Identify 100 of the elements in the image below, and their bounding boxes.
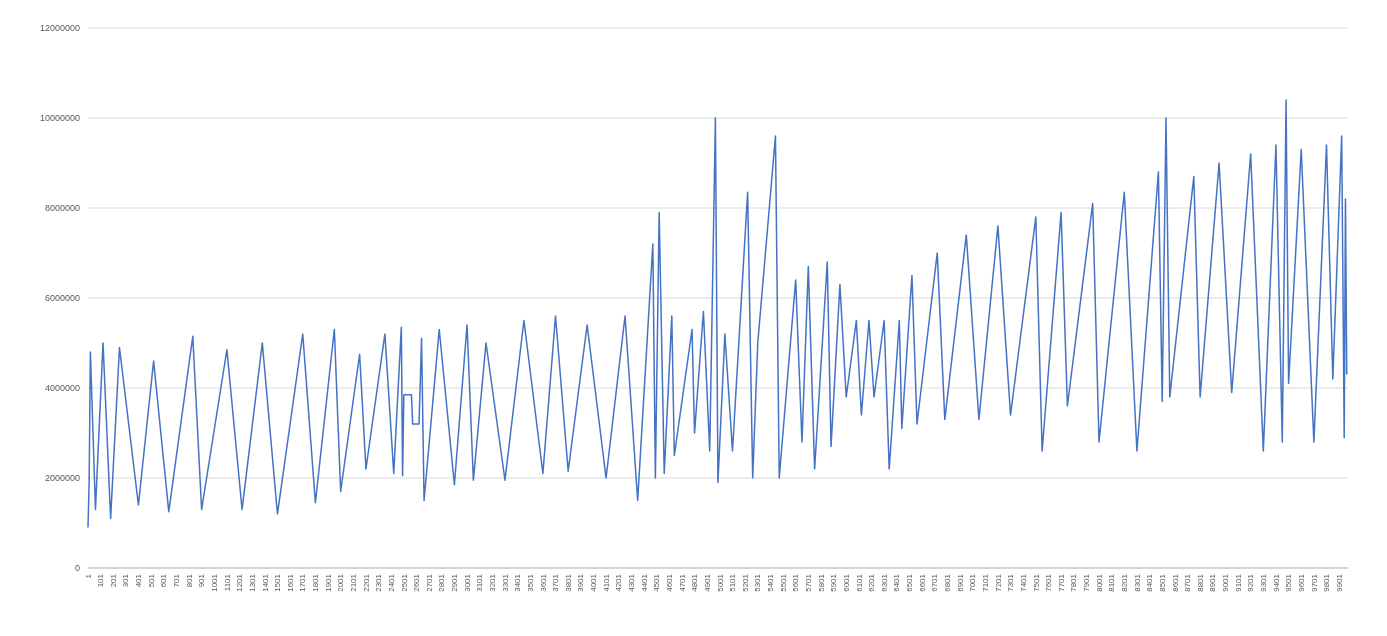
x-tick-label: 2801 — [437, 573, 447, 592]
x-tick-label: 2501 — [399, 573, 409, 592]
x-tick-label: 3501 — [525, 573, 535, 592]
x-tick-label: 6501 — [905, 573, 915, 592]
x-tick-label: 8501 — [1157, 573, 1167, 592]
x-tick-label: 8901 — [1208, 573, 1218, 592]
y-tick-label: 2000000 — [44, 472, 80, 483]
y-tick-label: 0 — [74, 562, 80, 573]
x-tick-label: 9801 — [1322, 573, 1332, 592]
x-tick-label: 601 — [159, 573, 169, 588]
x-tick-label: 7001 — [968, 573, 978, 592]
x-tick-label: 1401 — [260, 573, 270, 592]
x-tick-label: 5001 — [715, 573, 725, 592]
x-tick-label: 9601 — [1296, 573, 1306, 592]
x-tick-label: 701 — [172, 573, 182, 588]
x-tick-label: 8601 — [1170, 573, 1180, 592]
x-tick-label: 3301 — [500, 573, 510, 592]
y-tick-label: 6000000 — [44, 292, 80, 303]
y-tick-label: 4000000 — [44, 382, 80, 393]
x-tick-label: 5701 — [803, 573, 813, 592]
x-tick-label: 5801 — [816, 573, 826, 592]
x-tick-label: 4201 — [614, 573, 624, 592]
x-tick-label: 9101 — [1233, 573, 1243, 592]
x-tick-label: 901 — [197, 573, 207, 588]
x-tick-label: 9301 — [1259, 573, 1268, 592]
x-tick-label: 7301 — [1006, 573, 1016, 592]
x-tick-label: 1801 — [311, 573, 321, 592]
x-tick-label: 7601 — [1044, 573, 1054, 592]
x-tick-label: 1901 — [323, 573, 333, 592]
line-series — [87, 99, 1348, 529]
x-tick-label: 201 — [108, 573, 118, 588]
x-tick-label: 4901 — [702, 573, 712, 592]
x-tick-label: 1601 — [285, 573, 295, 592]
x-tick-label: 4701 — [677, 573, 687, 592]
x-tick-label: 6801 — [943, 573, 953, 592]
x-tick-label: 6901 — [955, 573, 965, 592]
x-tick-label: 8101 — [1107, 573, 1117, 592]
x-tick-label: 5601 — [791, 573, 801, 592]
x-tick-label: 3801 — [563, 573, 573, 592]
x-tick-label: 2101 — [348, 573, 358, 592]
x-tick-label: 401 — [134, 573, 144, 588]
x-tick-label: 801 — [184, 573, 194, 588]
x-tick-label: 4801 — [690, 573, 700, 592]
x-tick-label: 9401 — [1271, 573, 1281, 592]
x-tick-label: 6301 — [879, 573, 889, 592]
x-tick-label: 5401 — [766, 573, 776, 592]
x-tick-label: 2601 — [412, 573, 422, 592]
x-tick-label: 3401 — [513, 573, 523, 592]
x-tick-label: 3601 — [538, 573, 548, 592]
x-tick-label: 9001 — [1221, 573, 1231, 592]
x-tick-label: 2401 — [386, 573, 396, 592]
x-tick-label: 3901 — [576, 573, 586, 592]
x-tick-label: 2701 — [424, 573, 434, 592]
x-tick-label: 5301 — [753, 573, 763, 592]
x-tick-label: 501 — [146, 573, 156, 588]
x-tick-label: 1101 — [222, 573, 232, 592]
x-tick-label: 1 — [83, 573, 93, 579]
x-tick-label: 4001 — [589, 573, 599, 592]
x-tick-label: 8001 — [1094, 573, 1104, 592]
y-tick-label: 10000000 — [39, 112, 80, 123]
x-tick-label: 301 — [121, 573, 131, 588]
x-tick-label: 3101 — [475, 573, 485, 592]
x-tick-label: 7201 — [993, 573, 1003, 592]
x-tick-label: 2201 — [361, 573, 371, 592]
x-tick-label: 9201 — [1246, 573, 1256, 592]
x-tick-label: 1201 — [235, 573, 245, 592]
x-tick-label: 6601 — [917, 573, 927, 592]
x-tick-label: 101 — [96, 573, 106, 588]
y-tick-label: 8000000 — [44, 202, 80, 213]
x-tick-label: 9501 — [1284, 573, 1294, 592]
x-tick-label: 1001 — [209, 573, 219, 592]
x-tick-label: 8301 — [1132, 573, 1142, 592]
x-tick-label: 6201 — [867, 573, 877, 592]
x-tick-label: 5901 — [829, 573, 839, 592]
x-tick-label: 3701 — [551, 573, 561, 592]
x-tick-label: 3201 — [488, 573, 498, 592]
x-tick-label: 4601 — [664, 573, 674, 592]
x-tick-label: 1501 — [273, 573, 283, 592]
x-tick-label: 7501 — [1031, 573, 1041, 592]
x-tick-label: 5501 — [778, 573, 788, 592]
x-tick-label: 7401 — [1018, 573, 1028, 592]
x-tick-label: 2901 — [450, 573, 460, 592]
x-tick-label: 4301 — [627, 573, 637, 592]
x-tick-label: 5101 — [728, 573, 738, 592]
x-tick-label: 7101 — [980, 573, 990, 592]
x-tick-label: 4501 — [652, 573, 662, 592]
x-tick-label: 3001 — [462, 573, 472, 592]
x-tick-label: 6401 — [892, 573, 902, 592]
x-tick-label: 6101 — [854, 573, 864, 592]
x-tick-label: 7901 — [1082, 573, 1092, 592]
x-tick-label: 4101 — [601, 573, 611, 592]
x-tick-label: 7701 — [1056, 573, 1066, 592]
x-tick-label: 8401 — [1145, 573, 1155, 592]
y-tick-label: 12000000 — [39, 22, 80, 33]
x-tick-label: 7801 — [1069, 573, 1079, 592]
x-tick-label: 2301 — [374, 573, 384, 592]
x-tick-label: 9901 — [1334, 573, 1344, 592]
x-tick-label: 4401 — [639, 573, 649, 592]
x-tick-label: 6701 — [930, 573, 940, 592]
x-tick-label: 9701 — [1309, 573, 1319, 592]
